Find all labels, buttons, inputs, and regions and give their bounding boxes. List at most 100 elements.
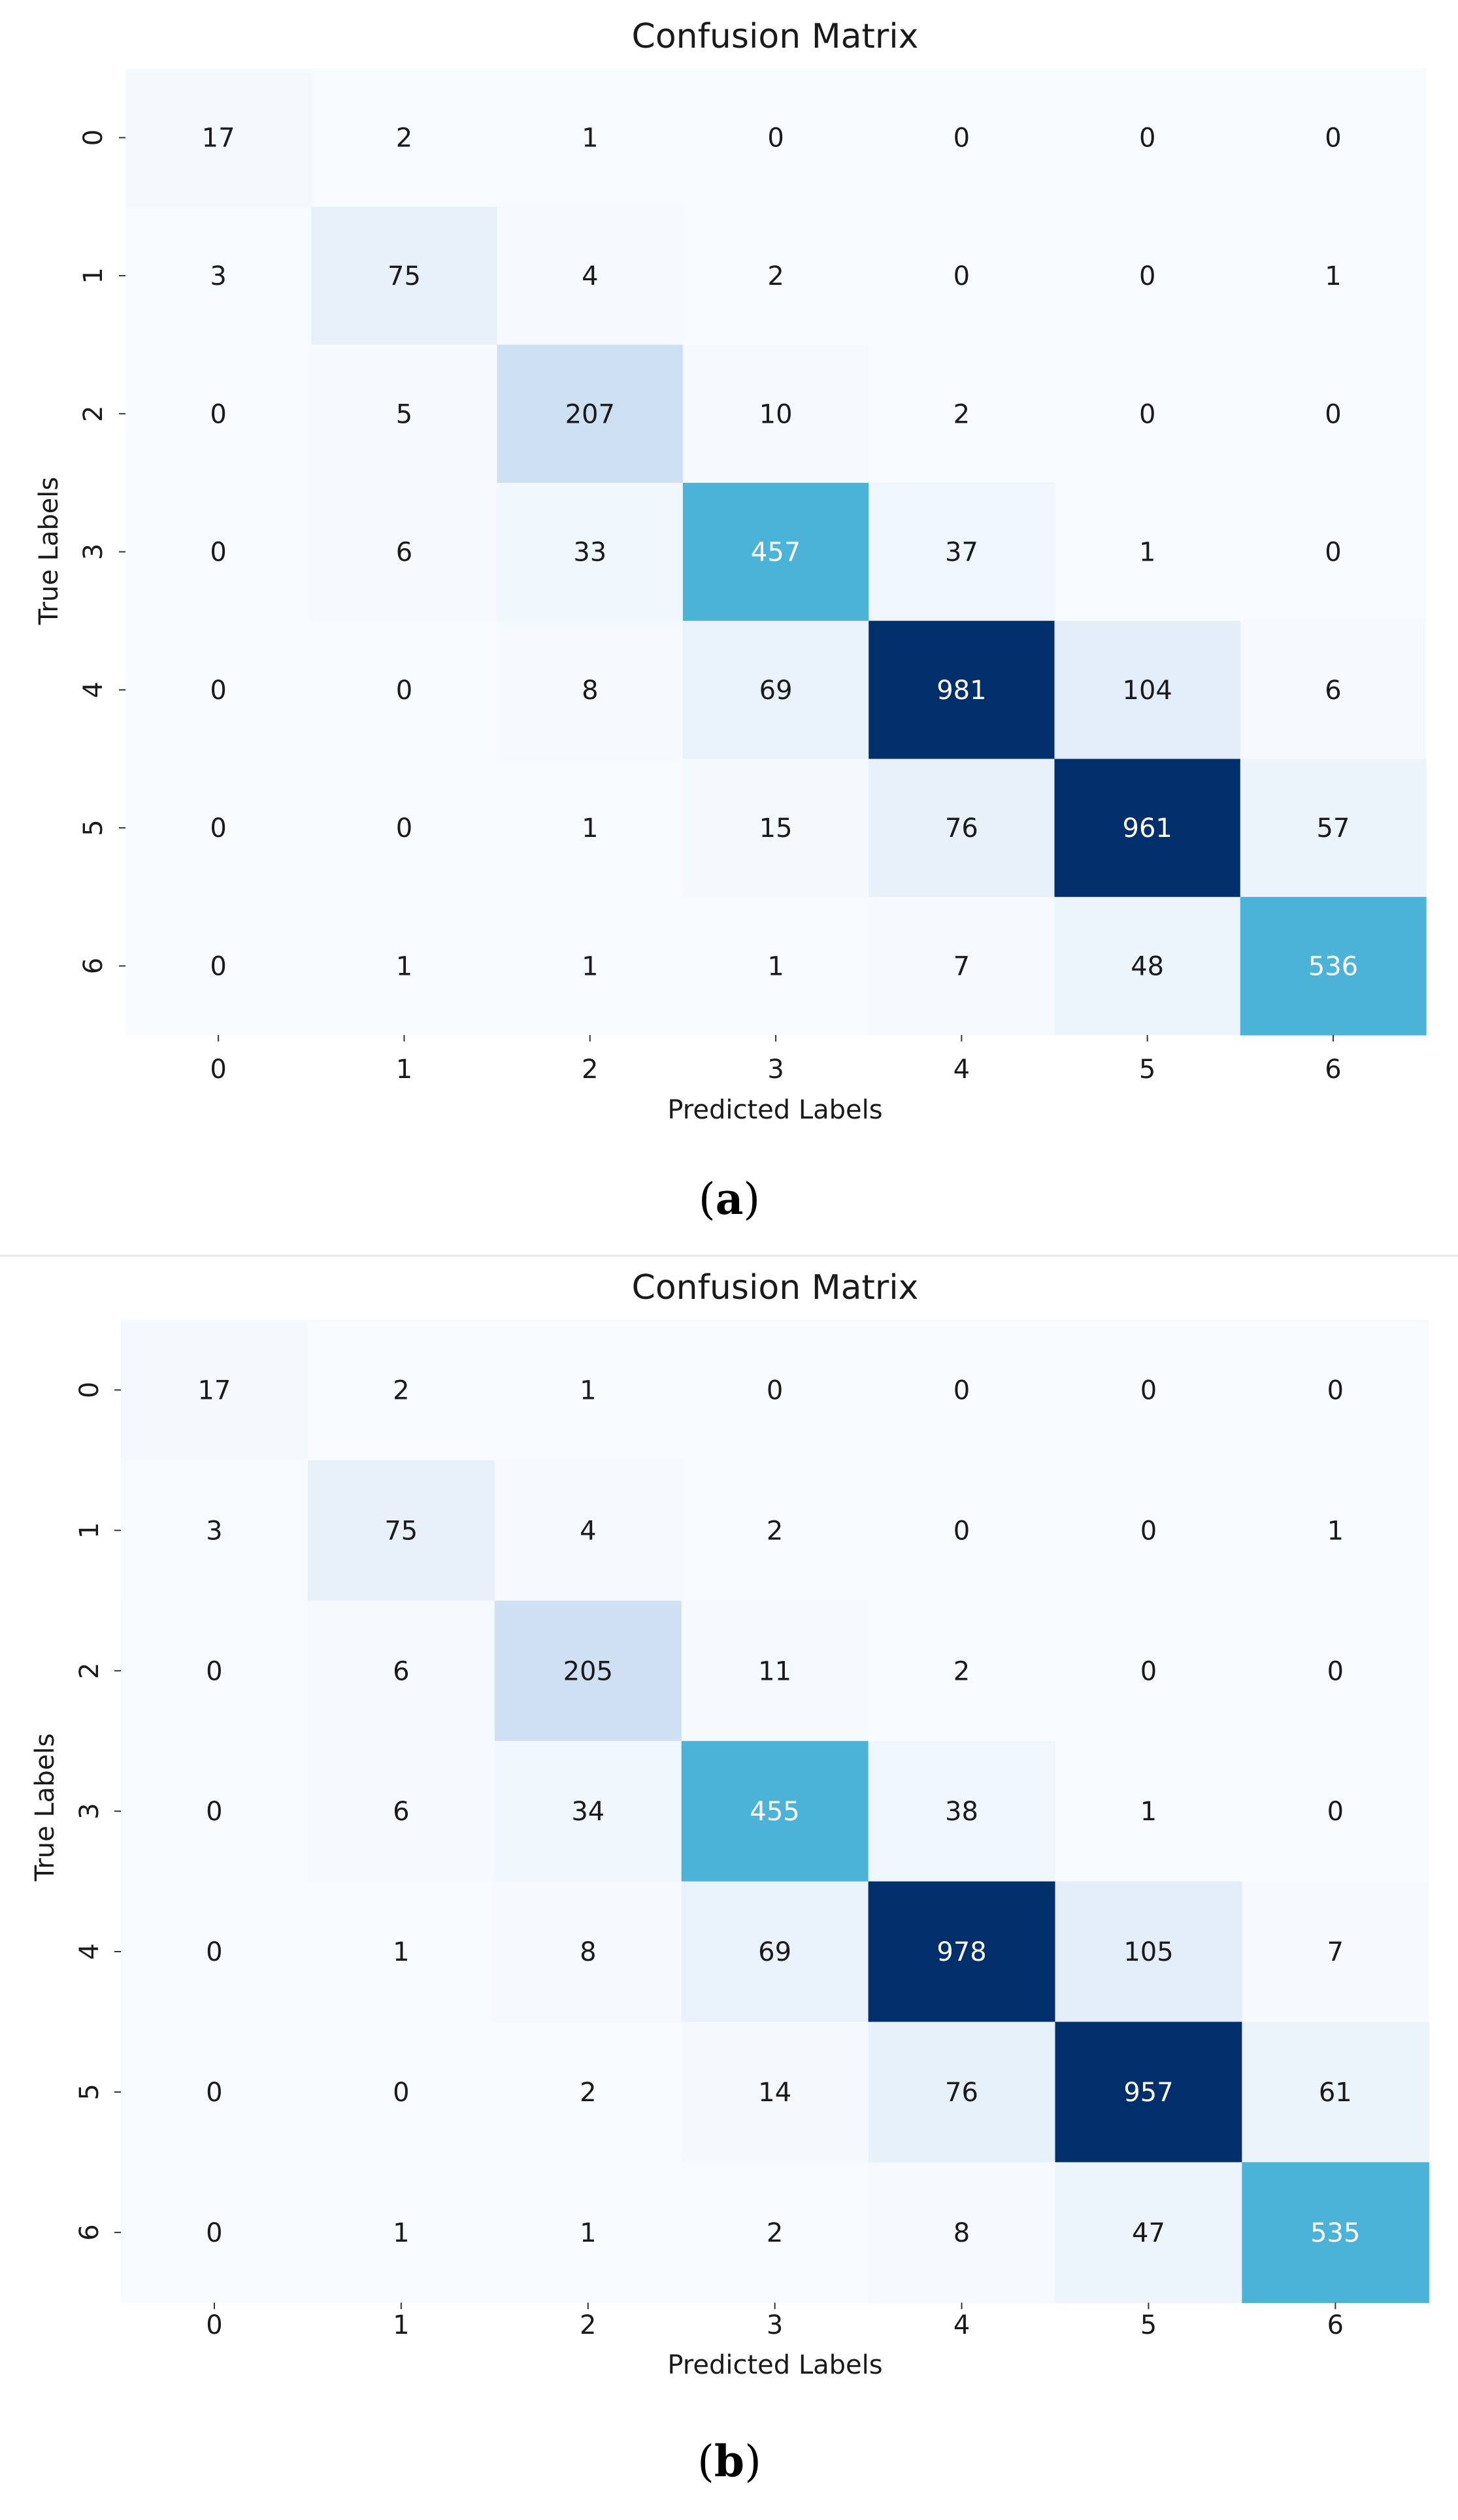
chart-title-a: Confusion Matrix (632, 17, 919, 56)
y-tick-label-a-1: 1 (78, 267, 108, 284)
cell-value-a-r2-c1: 5 (396, 399, 412, 429)
heatmap-cell-b-r2-c0 (121, 1600, 308, 1742)
heatmap-cell-a-r6-c0 (125, 896, 312, 1036)
caption-label-b: b (714, 2436, 744, 2487)
y-tick-label-a-0: 0 (78, 129, 108, 146)
cell-value-b-r1-c1: 75 (384, 1516, 418, 1546)
heatmap-cell-b-r1-c6 (1242, 1460, 1429, 1601)
cell-value-b-r2-c6: 0 (1327, 1656, 1344, 1686)
cell-value-b-r4-c6: 7 (1327, 1937, 1344, 1967)
y-tick-label-a-3: 3 (78, 544, 108, 560)
heatmap-cell-a-r0-c0 (125, 69, 312, 207)
y-tick-label-b-2: 2 (75, 1663, 105, 1679)
cell-value-b-r4-c5: 105 (1123, 1937, 1173, 1967)
cell-value-a-r0-c4: 0 (953, 123, 970, 154)
cell-value-b-r2-c5: 0 (1140, 1656, 1157, 1686)
heatmap-cell-a-r6-c4 (869, 896, 1055, 1036)
cell-value-a-r4-c4: 981 (936, 676, 986, 706)
cell-value-b-r5-c6: 61 (1319, 2078, 1352, 2108)
heatmap-cell-a-r2-c3 (682, 344, 869, 483)
cell-value-a-r1-c4: 0 (953, 261, 970, 291)
cell-value-a-r4-c2: 8 (582, 676, 598, 706)
x-tick-label-b-1: 1 (393, 2310, 409, 2340)
x-tick-label-a-1: 1 (396, 1055, 412, 1085)
cell-value-b-r6-c5: 47 (1132, 2218, 1165, 2248)
heatmap-cell-b-r5-c0 (121, 2021, 308, 2163)
heatmap-cell-b-r5-c3 (681, 2021, 869, 2163)
cell-value-a-r3-c0: 0 (210, 538, 226, 568)
heatmap-cell-b-r2-c6 (1242, 1600, 1429, 1742)
x-tick-label-b-4: 4 (953, 2310, 970, 2340)
heatmap-cell-b-r6-c4 (868, 2162, 1056, 2303)
heatmap-cell-a-r4-c3 (682, 621, 869, 760)
cell-value-a-r1-c5: 0 (1139, 261, 1155, 291)
heatmap-cell-a-r1-c2 (497, 206, 684, 346)
heatmap-cell-b-r4-c1 (307, 1881, 495, 2023)
heatmap-cell-b-r3-c0 (121, 1741, 308, 1882)
heatmap-cell-b-r6-c3 (681, 2162, 869, 2303)
cell-value-a-r2-c0: 0 (210, 399, 226, 429)
confusion-matrix-b: Confusion Matrix 17 2 1 0 0 0 03 75 4 2 0 0 10 6 205 11… (30, 1268, 1429, 2487)
heatmap-cell-a-r5-c6 (1240, 759, 1427, 898)
heatmap-cell-a-r0-c4 (869, 69, 1055, 207)
heatmap-cell-a-r1-c6 (1240, 206, 1427, 346)
heatmap-cell-b-r3-c5 (1055, 1741, 1242, 1882)
y-tick-label-b-0: 0 (75, 1382, 105, 1398)
cell-value-b-r0-c4: 0 (953, 1375, 970, 1405)
cell-value-b-r6-c3: 2 (767, 2218, 783, 2248)
cell-value-b-r2-c2: 205 (563, 1656, 613, 1686)
cell-value-b-r1-c3: 2 (767, 1516, 783, 1546)
x-tick-label-b-3: 3 (767, 2310, 783, 2340)
cell-value-a-r6-c6: 536 (1308, 952, 1358, 982)
heatmap-cell-b-r1-c3 (681, 1460, 869, 1601)
heatmap-cell-b-r2-c3 (681, 1600, 869, 1742)
heatmap-cell-b-r5-c2 (494, 2021, 682, 2163)
panel-caption-b: (b) (697, 2436, 761, 2487)
heatmap-cell-a-r3-c2 (497, 482, 684, 621)
heatmap-cell-b-r3-c6 (1242, 1741, 1429, 1882)
cell-value-a-r4-c6: 6 (1325, 676, 1341, 706)
heatmap-cell-b-r5-c6 (1242, 2021, 1429, 2163)
heatmap-cells-b: 17 2 1 0 0 0 03 75 4 2 0 0 10 6 205 11 2 0 00 6 34 455 38 1 00 1 8… (121, 1320, 1429, 2303)
y-tick-label-b-1: 1 (75, 1522, 105, 1539)
cell-value-b-r0-c1: 2 (393, 1375, 409, 1405)
cell-value-a-r4-c5: 104 (1123, 676, 1172, 706)
panel-caption-a: (a) (699, 1173, 760, 1224)
heatmap-cell-a-r1-c3 (682, 206, 869, 346)
x-tick-label-a-0: 0 (210, 1055, 226, 1085)
cell-value-b-r1-c5: 0 (1140, 1516, 1157, 1546)
heatmap-cell-a-r4-c1 (311, 621, 498, 760)
heatmap-cell-b-r0-c2 (494, 1320, 682, 1461)
heatmap-cell-a-r0-c2 (497, 69, 684, 207)
cell-value-a-r3-c6: 0 (1325, 538, 1341, 568)
heatmap-cell-a-r5-c1 (311, 759, 498, 898)
cell-value-a-r3-c3: 457 (751, 538, 801, 568)
cell-value-b-r5-c5: 957 (1123, 2078, 1173, 2108)
cell-value-a-r5-c5: 961 (1123, 813, 1172, 843)
y-tick-label-b-5: 5 (75, 2084, 105, 2100)
x-tick-label-b-2: 2 (580, 2310, 596, 2340)
heatmap-cell-a-r1-c5 (1054, 206, 1241, 346)
heatmap-cell-a-r3-c1 (311, 482, 498, 621)
cell-value-b-r0-c6: 0 (1327, 1375, 1344, 1405)
y-tick-label-b-3: 3 (75, 1803, 105, 1819)
heatmap-cell-a-r2-c5 (1054, 344, 1241, 483)
cell-value-b-r4-c3: 69 (758, 1937, 791, 1967)
heatmap-cell-a-r4-c5 (1054, 621, 1241, 760)
heatmap-cell-b-r2-c2 (494, 1600, 682, 1742)
cell-value-a-r0-c5: 0 (1139, 123, 1155, 154)
heatmap-cell-b-r1-c5 (1055, 1460, 1242, 1601)
heatmap-cell-b-r4-c6 (1242, 1881, 1429, 2023)
heatmap-cell-b-r4-c3 (681, 1881, 869, 2023)
x-axis-label-a: Predicted Labels (667, 1095, 882, 1125)
cell-value-b-r3-c2: 34 (571, 1797, 605, 1827)
x-axis-ticks-a: 0 1 2 3 4 5 6 (210, 1035, 1342, 1085)
heatmap-cell-b-r2-c5 (1055, 1600, 1242, 1742)
cell-value-a-r2-c3: 10 (759, 399, 793, 429)
cell-value-a-r0-c6: 0 (1325, 123, 1341, 154)
cell-value-a-r5-c6: 57 (1317, 813, 1350, 843)
cell-value-a-r4-c3: 69 (759, 676, 793, 706)
heatmap-cell-a-r1-c1 (311, 206, 498, 346)
heatmap-cell-a-r5-c2 (497, 759, 684, 898)
